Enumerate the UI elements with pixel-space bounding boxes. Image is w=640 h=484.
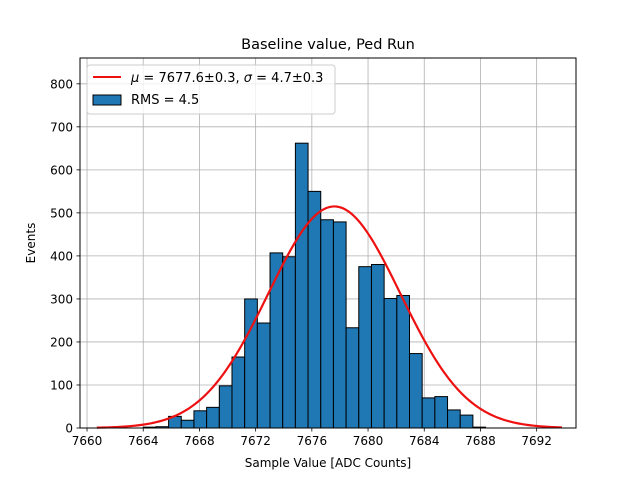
histogram-bar <box>193 410 208 429</box>
histogram-bar <box>180 419 195 429</box>
legend: μ = 7677.6±0.3, σ = 4.7±0.3 RMS = 4.5 <box>86 64 336 115</box>
histogram-bar <box>256 322 271 429</box>
x-tick-label: 7692 <box>521 434 552 448</box>
histogram-bar <box>282 256 296 429</box>
plot-area-frame <box>79 57 577 429</box>
y-tick-label: 700 <box>50 120 73 134</box>
chart-title: Baseline value, Ped Run <box>241 37 415 53</box>
y-tick-label: 300 <box>50 292 73 306</box>
gaussian-fit <box>96 205 562 429</box>
histogram-bar <box>320 219 334 429</box>
legend-fit-label: μ = 7677.6±0.3, σ = 4.7±0.3 <box>130 71 323 86</box>
legend-box <box>86 64 336 115</box>
y-tick-label: 600 <box>50 163 73 177</box>
fit-curve <box>96 205 562 429</box>
histogram-bar <box>447 409 461 429</box>
histogram-bar <box>345 327 360 429</box>
y-axis-ticks: 0 100 200 300 400 500 600 700 800 <box>50 77 80 436</box>
legend-mu-symbol: μ <box>130 71 139 86</box>
histogram-bar <box>206 406 220 429</box>
histogram-bar <box>459 414 474 429</box>
y-tick-label: 800 <box>50 77 73 91</box>
x-tick-label: 7680 <box>353 434 384 448</box>
x-tick-label: 7664 <box>128 434 159 448</box>
y-tick-label: 0 <box>65 422 73 436</box>
x-tick-label: 7684 <box>409 434 440 448</box>
y-tick-label: 200 <box>50 335 73 349</box>
histogram-bar <box>370 264 385 429</box>
legend-rms-label: RMS = 4.5 <box>131 93 199 108</box>
histogram-bar <box>218 385 233 429</box>
histogram-bar <box>409 353 423 429</box>
histogram-bar <box>332 221 347 429</box>
y-tick-label: 400 <box>50 249 73 263</box>
y-tick-label: 100 <box>50 378 73 392</box>
x-tick-label: 7660 <box>72 434 103 448</box>
y-tick-label: 500 <box>50 206 73 220</box>
legend-mu-value: = 7677.6±0.3, <box>139 71 243 86</box>
x-tick-label: 7668 <box>184 434 215 448</box>
histogram-bar <box>396 294 411 429</box>
histogram-bar <box>294 142 309 429</box>
x-axis-label: Sample Value [ADC Counts] <box>245 456 411 470</box>
histogram-bars <box>142 142 487 429</box>
y-axis-label: Events <box>24 223 38 264</box>
histogram-bar <box>434 396 449 429</box>
histogram-bar <box>231 356 246 429</box>
x-tick-label: 7672 <box>240 434 271 448</box>
histogram-bar <box>307 190 322 429</box>
histogram-bar <box>358 266 372 429</box>
x-axis-ticks: 7660 7664 7668 7672 7676 7680 7684 7688 7692 <box>72 428 552 448</box>
x-tick-label: 7676 <box>297 434 328 448</box>
legend-sigma-value: = 4.7±0.3 <box>252 71 323 86</box>
x-tick-label: 7688 <box>465 434 496 448</box>
legend-rms-swatch <box>92 94 122 106</box>
histogram-bar <box>421 397 436 429</box>
histogram-bar <box>383 298 398 429</box>
legend-sigma-symbol: σ <box>244 71 253 86</box>
